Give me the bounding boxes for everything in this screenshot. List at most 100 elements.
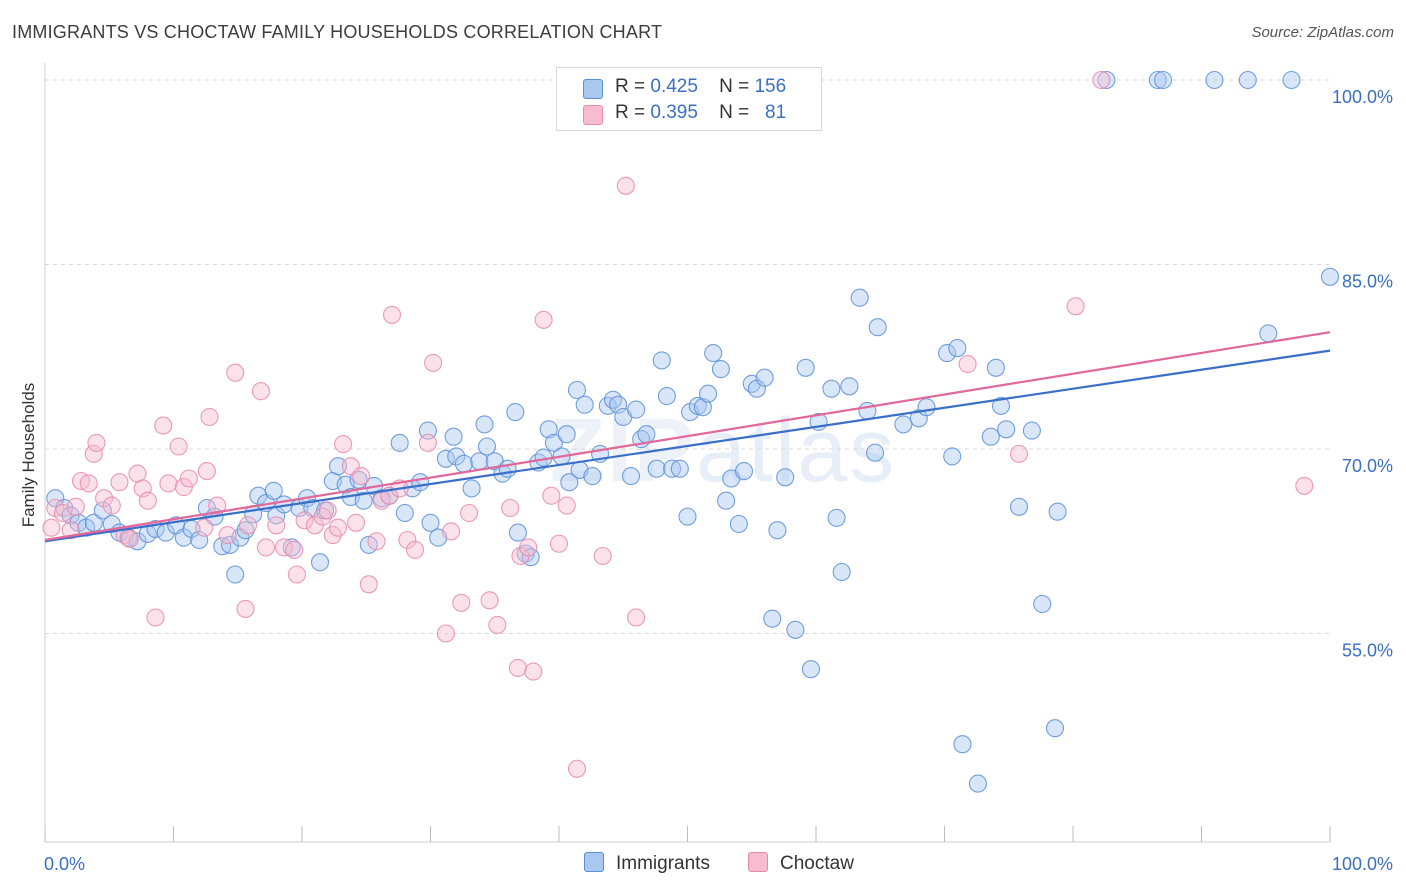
immigrants-point bbox=[418, 421, 437, 440]
choctaw-point bbox=[287, 565, 306, 584]
choctaw-point bbox=[442, 522, 461, 541]
immigrants-point bbox=[657, 387, 676, 406]
choctaw-point bbox=[424, 353, 443, 372]
immigrants-point bbox=[421, 513, 440, 532]
choctaw-point bbox=[508, 658, 527, 677]
immigrants-point bbox=[508, 523, 527, 542]
immigrants-point bbox=[868, 318, 887, 337]
choctaw-point bbox=[159, 474, 178, 493]
choctaw-point bbox=[1066, 297, 1085, 316]
immigrants-point bbox=[699, 384, 718, 403]
choctaw-trend-line bbox=[44, 331, 1331, 542]
immigrants-point bbox=[866, 443, 885, 462]
choctaw-point bbox=[295, 511, 314, 530]
immigrants-point bbox=[917, 398, 936, 417]
choctaw-point bbox=[452, 593, 471, 612]
y-tick-label: 100.0% bbox=[1332, 87, 1393, 107]
immigrants-point bbox=[462, 479, 481, 498]
immigrants-point bbox=[390, 433, 409, 452]
choctaw-point bbox=[208, 496, 227, 515]
immigrants-point bbox=[475, 415, 494, 434]
immigrants-point bbox=[282, 538, 301, 557]
choctaw-point bbox=[87, 433, 106, 452]
choctaw-point bbox=[359, 575, 378, 594]
immigrants-point bbox=[444, 427, 463, 446]
immigrants-point bbox=[729, 514, 748, 534]
stats-legend: R = 0.425 N = 156 R = 0.395 N = 81 bbox=[556, 67, 822, 131]
choctaw-point bbox=[318, 501, 337, 520]
immigrants-point bbox=[213, 537, 232, 556]
immigrants-point bbox=[1048, 502, 1067, 521]
immigrants-point bbox=[354, 491, 373, 510]
immigrants-point bbox=[1320, 267, 1340, 286]
immigrants-point bbox=[498, 459, 517, 478]
immigrants-point bbox=[236, 521, 255, 540]
immigrants-point bbox=[763, 609, 782, 628]
choctaw-point bbox=[120, 529, 139, 548]
immigrants-point bbox=[768, 521, 787, 540]
data-points bbox=[42, 70, 1340, 793]
immigrants-point bbox=[693, 398, 712, 417]
y-tick-label: 55.0% bbox=[1342, 641, 1393, 661]
immigrants-point bbox=[454, 454, 473, 473]
immigrants-point bbox=[264, 481, 283, 500]
chart-title: IMMIGRANTS VS CHOCTAW FAMILY HOUSEHOLDS … bbox=[12, 22, 663, 42]
immigrants-point bbox=[953, 735, 972, 754]
choctaw-point bbox=[251, 382, 270, 401]
legend-n-label: N = bbox=[719, 102, 750, 123]
immigrants-point bbox=[894, 415, 913, 434]
choctaw-point bbox=[285, 540, 304, 559]
immigrants-point bbox=[539, 420, 558, 439]
immigrants-point bbox=[647, 459, 666, 478]
immigrants-point bbox=[575, 395, 594, 414]
bottom-legend-immigrants: Immigrants bbox=[584, 852, 710, 875]
immigrants-point bbox=[981, 427, 1000, 446]
choctaw-point bbox=[110, 473, 129, 492]
immigrants-point bbox=[938, 344, 957, 363]
immigrants-point bbox=[1009, 497, 1029, 516]
choctaw-point bbox=[226, 363, 245, 382]
legend-swatch-immigrants bbox=[583, 79, 603, 99]
immigrants-point bbox=[832, 562, 851, 582]
bottom-legend-choctaw: Choctaw bbox=[748, 852, 854, 875]
immigrants-point bbox=[986, 358, 1005, 377]
immigrants-point bbox=[850, 288, 869, 307]
immigrants-point bbox=[544, 433, 563, 452]
immigrants-point bbox=[991, 396, 1011, 415]
immigrants-point bbox=[786, 620, 805, 639]
y-tick-label: 85.0% bbox=[1342, 272, 1393, 292]
watermark-bold: ZIP bbox=[550, 401, 697, 501]
immigrants-point bbox=[328, 457, 348, 476]
immigrants-point bbox=[1259, 324, 1278, 343]
immigrants-point bbox=[447, 447, 466, 466]
choctaw-point bbox=[616, 176, 635, 195]
choctaw-point bbox=[418, 433, 437, 452]
choctaw-point bbox=[313, 507, 332, 526]
immigrants-point bbox=[1238, 70, 1257, 90]
immigrants-point bbox=[627, 400, 646, 419]
immigrants-point bbox=[1097, 70, 1116, 90]
immigrants-point bbox=[506, 403, 525, 422]
choctaw-point bbox=[84, 444, 103, 463]
bottom-swatch-choctaw bbox=[748, 852, 768, 872]
y-tick-label: 70.0% bbox=[1342, 456, 1393, 476]
axis-labels: 55.0% 70.0% 85.0% 100.0% 0.0% 100.0% Family Ho… bbox=[19, 87, 1393, 874]
immigrants-point bbox=[801, 660, 820, 679]
immigrants-point bbox=[1022, 421, 1041, 440]
immigrants-point bbox=[796, 358, 815, 377]
choctaw-point bbox=[524, 662, 543, 681]
immigrants-point bbox=[776, 468, 795, 487]
immigrants-point bbox=[968, 774, 987, 793]
choctaw-point bbox=[488, 615, 507, 634]
immigrants-trend-line bbox=[44, 349, 1331, 543]
choctaw-point bbox=[195, 518, 214, 537]
choctaw-point bbox=[79, 474, 98, 493]
choctaw-point bbox=[501, 498, 520, 518]
choctaw-point bbox=[346, 513, 366, 532]
immigrants-point bbox=[670, 459, 689, 478]
choctaw-point bbox=[1295, 476, 1314, 495]
immigrants-point bbox=[411, 473, 430, 492]
immigrants-point bbox=[997, 420, 1016, 439]
immigrants-point bbox=[603, 390, 623, 409]
